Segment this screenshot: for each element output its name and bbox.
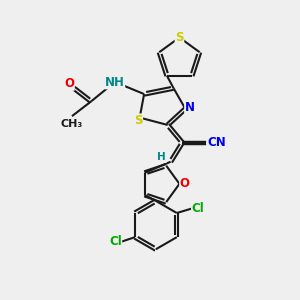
- Text: N: N: [185, 101, 195, 114]
- Text: CH₃: CH₃: [61, 119, 83, 129]
- Text: CN: CN: [207, 136, 226, 149]
- Text: Cl: Cl: [192, 202, 204, 215]
- Text: NH: NH: [105, 76, 124, 89]
- Text: Cl: Cl: [109, 235, 122, 248]
- Text: S: S: [134, 114, 142, 127]
- Text: S: S: [175, 31, 184, 44]
- Text: O: O: [64, 77, 74, 90]
- Text: H: H: [158, 152, 166, 162]
- Text: O: O: [180, 177, 190, 190]
